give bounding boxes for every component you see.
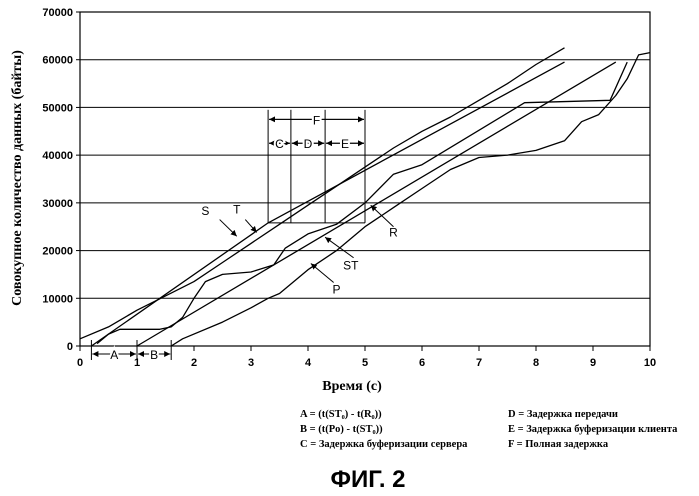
x-tick-label: 10 — [644, 357, 656, 369]
legend-left-2: B = (t(Po) - t(ST₀)) — [300, 424, 383, 435]
segment-d-label: D — [304, 137, 313, 151]
series-t-line — [91, 62, 564, 346]
segment-e-label: E — [341, 137, 349, 151]
figure-caption: ФИГ. 2 — [330, 466, 405, 493]
series-t-pointer — [245, 220, 256, 233]
y-tick-labels: 0 10000 20000 30000 40000 50000 60000 70000 — [42, 7, 73, 353]
segment-b-label: B — [150, 348, 158, 362]
y-tick-label: 20000 — [42, 246, 73, 258]
delay-annotations: A B F C D E — [91, 110, 365, 362]
segment-c-label: C — [275, 137, 284, 151]
legend: A = (t(ST₀) - t(R₀)) B = (t(Po) - t(ST₀)… — [300, 409, 678, 450]
series-r-label: R — [389, 225, 398, 239]
series-s-label: S — [201, 204, 209, 218]
x-tick-label: 2 — [191, 357, 197, 369]
segment-f-label: F — [313, 113, 320, 127]
y-axis-title: Совокупное количество данных (байты) — [10, 50, 25, 306]
y-tick-label: 40000 — [42, 150, 73, 162]
y-tick-label: 30000 — [42, 198, 73, 210]
y-tick-label: 10000 — [42, 293, 73, 305]
series-p-label: P — [332, 283, 340, 297]
x-axis-title: Время (с) — [322, 379, 382, 394]
series-s-pointer — [220, 220, 237, 237]
legend-left-1: A = (t(ST₀) - t(R₀)) — [300, 409, 382, 420]
series-t-label: T — [233, 202, 241, 216]
x-tick-label: 6 — [419, 357, 425, 369]
x-tick-labels: 012345678910 — [77, 357, 656, 369]
x-tick-label: 4 — [305, 357, 312, 369]
y-tick-label: 0 — [67, 341, 73, 353]
segment-a-label: A — [110, 348, 118, 362]
series-st-label: ST — [343, 259, 359, 273]
x-tick-label: 8 — [533, 357, 539, 369]
legend-right-1: D = Задержка передачи — [508, 409, 618, 420]
x-tick-label: 3 — [248, 357, 254, 369]
y-tick-label: 50000 — [42, 102, 73, 114]
legend-left-3: C = Задержка буферизации сервера — [300, 439, 468, 450]
y-tick-label: 70000 — [42, 7, 73, 19]
series-p-pointer — [311, 263, 334, 282]
x-tick-label: 9 — [590, 357, 596, 369]
series-r-line — [171, 53, 650, 346]
x-tick-label: 5 — [362, 357, 368, 369]
x-tick-label: 0 — [77, 357, 83, 369]
y-tick-label: 60000 — [42, 55, 73, 67]
legend-right-2: E = Задержка буферизации клиента — [508, 424, 678, 435]
series-r-pointer — [371, 205, 394, 226]
x-tick-label: 7 — [476, 357, 482, 369]
legend-right-3: F = Полная задержка — [508, 439, 609, 450]
plot-area: 010000200003000040000500006000070000 012… — [42, 7, 656, 369]
